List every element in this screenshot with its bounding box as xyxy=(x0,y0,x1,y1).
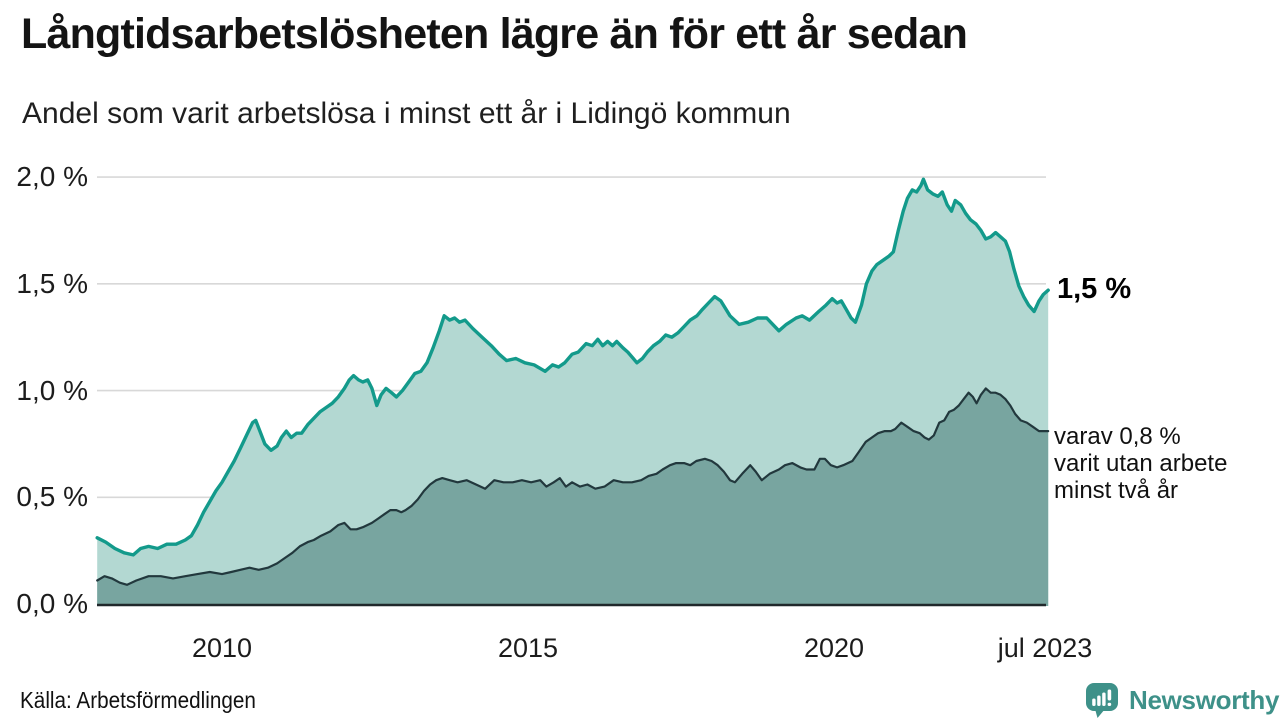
secondary-series-note: varav 0,8 % varit utan arbete minst två … xyxy=(1054,423,1227,504)
x-axis-tick-label: 2010 xyxy=(191,633,253,663)
x-axis-tick-label: 2015 xyxy=(497,633,559,663)
note-line-2: varit utan arbete xyxy=(1054,450,1228,477)
page-title: Långtidsarbetslösheten lägre än för ett … xyxy=(21,10,968,58)
y-axis-tick-label: 1,0 % xyxy=(16,374,88,406)
y-axis-tick-label: 0,5 % xyxy=(16,481,88,513)
end-value-label: 1,5 % xyxy=(1057,273,1132,305)
note-line-3: minst två år xyxy=(1054,477,1179,504)
source-note: Källa: Arbetsförmedlingen xyxy=(20,687,256,713)
y-axis-tick-label: 1,5 % xyxy=(16,267,88,299)
x-axis-tick-label: 2020 xyxy=(803,633,865,663)
newsworthy-bar-chart-bubble-icon xyxy=(1086,683,1118,718)
newsworthy-logo: Newsworthy xyxy=(1084,682,1279,719)
page-subtitle: Andel som varit arbetslösa i minst ett å… xyxy=(22,97,791,130)
newsworthy-wordmark: Newsworthy xyxy=(1129,685,1280,715)
x-axis-tick-label: jul 2023 xyxy=(997,633,1093,663)
y-axis-tick-label: 0,0 % xyxy=(16,588,88,619)
y-axis-tick-label: 2,0 % xyxy=(16,161,88,193)
note-line-1: varav 0,8 % xyxy=(1054,423,1181,450)
